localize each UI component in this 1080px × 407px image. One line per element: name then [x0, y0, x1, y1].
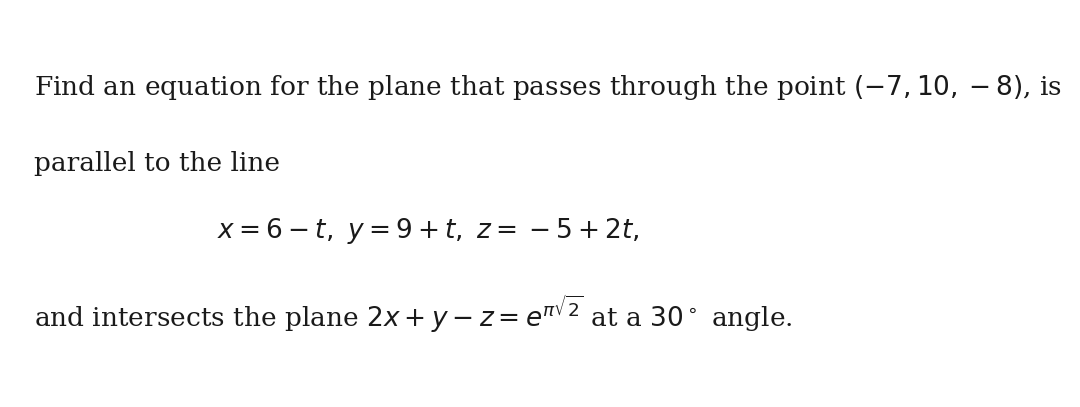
Text: and intersects the plane $2x + y - z = e^{\pi\sqrt{2}}$ at a $30^\circ$ angle.: and intersects the plane $2x + y - z = e… [35, 293, 793, 335]
Text: $x = 6 - t, \ y = 9 + t, \ z = -5 + 2t,$: $x = 6 - t, \ y = 9 + t, \ z = -5 + 2t,$ [216, 216, 639, 246]
Text: parallel to the line: parallel to the line [35, 151, 280, 175]
Text: Find an equation for the plane that passes through the point $(-7, 10, -8)$, is: Find an equation for the plane that pass… [35, 73, 1062, 102]
